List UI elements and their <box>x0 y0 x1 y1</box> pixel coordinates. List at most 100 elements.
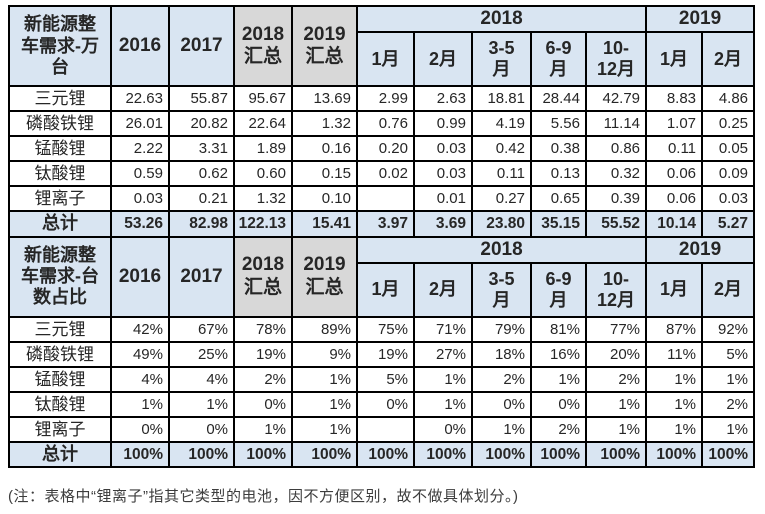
value-cell: 11% <box>645 341 704 369</box>
value-cell: 16% <box>530 341 587 369</box>
group-2019-header: 2019 <box>645 4 756 34</box>
row-label: 锂离子 <box>8 185 112 213</box>
value-cell: 8.83 <box>645 85 704 113</box>
total-value-cell: 10.14 <box>645 210 704 238</box>
value-cell: 1% <box>291 366 358 394</box>
total-row: 总计 53.26 82.98 122.13 15.41 3.97 3.69 23.80 35.1… <box>8 210 756 238</box>
value-cell: 0.60 <box>233 160 293 188</box>
value-cell: 78% <box>233 316 293 344</box>
value-cell: 0.10 <box>291 185 358 213</box>
value-cell: 0.99 <box>413 110 473 138</box>
value-cell: 0.02 <box>356 160 415 188</box>
row-label: 三元锂 <box>8 85 112 113</box>
total-value-cell: 100% <box>645 441 704 469</box>
table-row: 钛酸锂 1% 1% 0% 1% 0% 1% 0% 0% 1% 1% 2% <box>8 391 756 419</box>
year-header: 2017 <box>168 4 235 88</box>
value-cell: 2% <box>701 391 756 419</box>
value-cell: 1% <box>645 416 704 444</box>
total-value-cell: 100% <box>110 441 170 469</box>
row-label: 钛酸锂 <box>8 391 112 419</box>
value-cell: 0.11 <box>645 135 704 163</box>
share-table-body: 三元锂 42% 67% 78% 89% 75% 71% 79% 81% 77% 87% 92% 磷酸铁锂… <box>8 316 756 469</box>
month-header: 2月 <box>701 31 756 88</box>
value-cell: 18% <box>471 341 532 369</box>
table-row: 锂离子 0.03 0.21 1.32 0.10 0.01 0.27 0.65 0.39 0.06 0… <box>8 185 756 213</box>
value-cell <box>356 185 415 213</box>
month-header: 6-9 月 <box>530 262 587 319</box>
value-cell: 1.07 <box>645 110 704 138</box>
value-cell: 2.99 <box>356 85 415 113</box>
value-cell: 0% <box>168 416 235 444</box>
value-cell: 1% <box>701 366 756 394</box>
value-cell: 77% <box>584 316 648 344</box>
value-cell: 0.27 <box>471 185 532 213</box>
value-cell: 2% <box>530 416 587 444</box>
value-cell: 0.03 <box>413 160 473 188</box>
month-header: 3-5 月 <box>471 31 532 88</box>
value-cell: 55.87 <box>168 85 235 113</box>
demand-table-header: 新能源整 车需求-万 台 2016 2017 2018 汇总 2019 汇总 2018 20… <box>8 4 756 88</box>
value-cell: 26.01 <box>110 110 170 138</box>
total-value-cell: 55.52 <box>584 210 648 238</box>
value-cell: 1% <box>291 416 358 444</box>
year-header: 2018 汇总 <box>233 235 293 319</box>
value-cell: 22.63 <box>110 85 170 113</box>
value-cell: 75% <box>356 316 415 344</box>
value-cell: 0.15 <box>291 160 358 188</box>
value-cell: 0.25 <box>701 110 756 138</box>
value-cell: 0.21 <box>168 185 235 213</box>
month-header: 2月 <box>413 31 473 88</box>
value-cell: 27% <box>413 341 473 369</box>
value-cell: 42.79 <box>584 85 648 113</box>
value-cell: 95.67 <box>233 85 293 113</box>
row-label: 锰酸锂 <box>8 135 112 163</box>
header-row-groups: 新能源整 车需求-万 台 2016 2017 2018 汇总 2019 汇总 2018 20… <box>8 4 756 88</box>
row-label: 锂离子 <box>8 416 112 444</box>
value-cell: 81% <box>530 316 587 344</box>
value-cell: 79% <box>471 316 532 344</box>
share-table: 新能源整 车需求-台 数占比 2016 2017 2018 汇总 2019 汇总 2018… <box>8 235 756 469</box>
table-row: 钛酸锂 0.59 0.62 0.60 0.15 0.02 0.03 0.11 0.13 0.32 0… <box>8 160 756 188</box>
header-row-months: 1月 2月 3-5 月 6-9 月 10- 12月 1月 2月 <box>9 31 756 88</box>
value-cell: 0.38 <box>530 135 587 163</box>
value-cell: 1% <box>413 391 473 419</box>
value-cell: 4% <box>110 366 170 394</box>
value-cell: 2% <box>233 366 293 394</box>
value-cell: 0.42 <box>471 135 532 163</box>
month-header: 1月 <box>356 31 415 88</box>
total-value-cell: 100% <box>291 441 358 469</box>
total-value-cell: 100% <box>701 441 756 469</box>
value-cell: 1% <box>530 366 587 394</box>
row-label: 锰酸锂 <box>8 366 112 394</box>
value-cell: 13.69 <box>291 85 358 113</box>
value-cell: 0.03 <box>701 185 756 213</box>
total-value-cell: 100% <box>356 441 415 469</box>
year-header: 2018 汇总 <box>233 4 293 88</box>
value-cell: 0% <box>110 416 170 444</box>
total-value-cell: 100% <box>168 441 235 469</box>
table-row: 锰酸锂 2.22 3.31 1.89 0.16 0.20 0.03 0.42 0.38 0.86 0… <box>8 135 756 163</box>
value-cell: 0.59 <box>110 160 170 188</box>
month-header: 2月 <box>701 262 756 319</box>
year-header: 2017 <box>168 235 235 319</box>
value-cell: 1.89 <box>233 135 293 163</box>
value-cell: 67% <box>168 316 235 344</box>
value-cell: 18.81 <box>471 85 532 113</box>
value-cell: 22.64 <box>233 110 293 138</box>
value-cell: 0.03 <box>110 185 170 213</box>
value-cell: 1% <box>413 366 473 394</box>
corner-header: 新能源整 车需求-台 数占比 <box>8 235 112 319</box>
value-cell: 1% <box>110 391 170 419</box>
value-cell: 2% <box>471 366 532 394</box>
value-cell: 9% <box>291 341 358 369</box>
value-cell: 4.86 <box>701 85 756 113</box>
value-cell: 2.63 <box>413 85 473 113</box>
group-2018-header: 2018 <box>355 4 648 34</box>
value-cell: 0.16 <box>291 135 358 163</box>
value-cell: 0.65 <box>530 185 587 213</box>
value-cell: 0.03 <box>413 135 473 163</box>
year-header: 2016 <box>110 4 170 88</box>
group-2018-header: 2018 <box>355 235 648 265</box>
value-cell: 4.19 <box>471 110 532 138</box>
total-value-cell: 35.15 <box>530 210 587 238</box>
